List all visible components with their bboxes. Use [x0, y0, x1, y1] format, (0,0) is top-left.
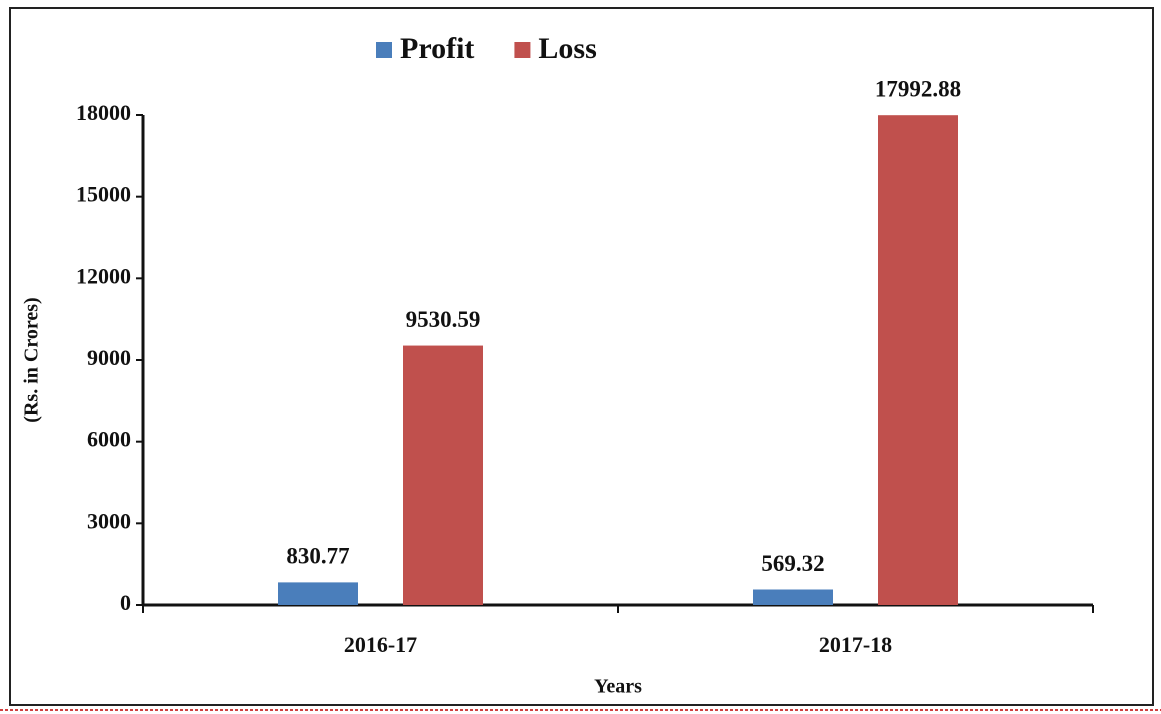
y-tick-label: 9000 [87, 345, 131, 370]
data-label: 17992.88 [875, 76, 961, 101]
legend-label: Profit [400, 32, 474, 65]
bar [403, 345, 483, 605]
legend-label: Loss [538, 32, 596, 65]
x-axis-label: Years [594, 676, 642, 698]
data-label: 9530.59 [406, 307, 481, 332]
y-tick-label: 6000 [87, 427, 131, 452]
chart-border [9, 7, 1154, 706]
bar [278, 582, 358, 605]
y-tick-label: 3000 [87, 508, 131, 533]
data-label: 569.32 [761, 551, 824, 576]
y-tick-label: 0 [120, 590, 131, 615]
legend-swatch [376, 42, 392, 58]
data-label: 830.77 [286, 544, 349, 569]
x-tick-label: 2016-17 [344, 632, 417, 657]
bar [878, 115, 958, 606]
y-axis-label: (Rs. in Crores) [21, 297, 43, 422]
y-tick-label: 18000 [76, 100, 131, 125]
y-tick-label: 15000 [76, 182, 131, 207]
x-tick-label: 2017-18 [819, 632, 892, 657]
legend-swatch [514, 42, 531, 58]
y-tick-label: 12000 [76, 263, 131, 288]
bar [753, 589, 833, 605]
